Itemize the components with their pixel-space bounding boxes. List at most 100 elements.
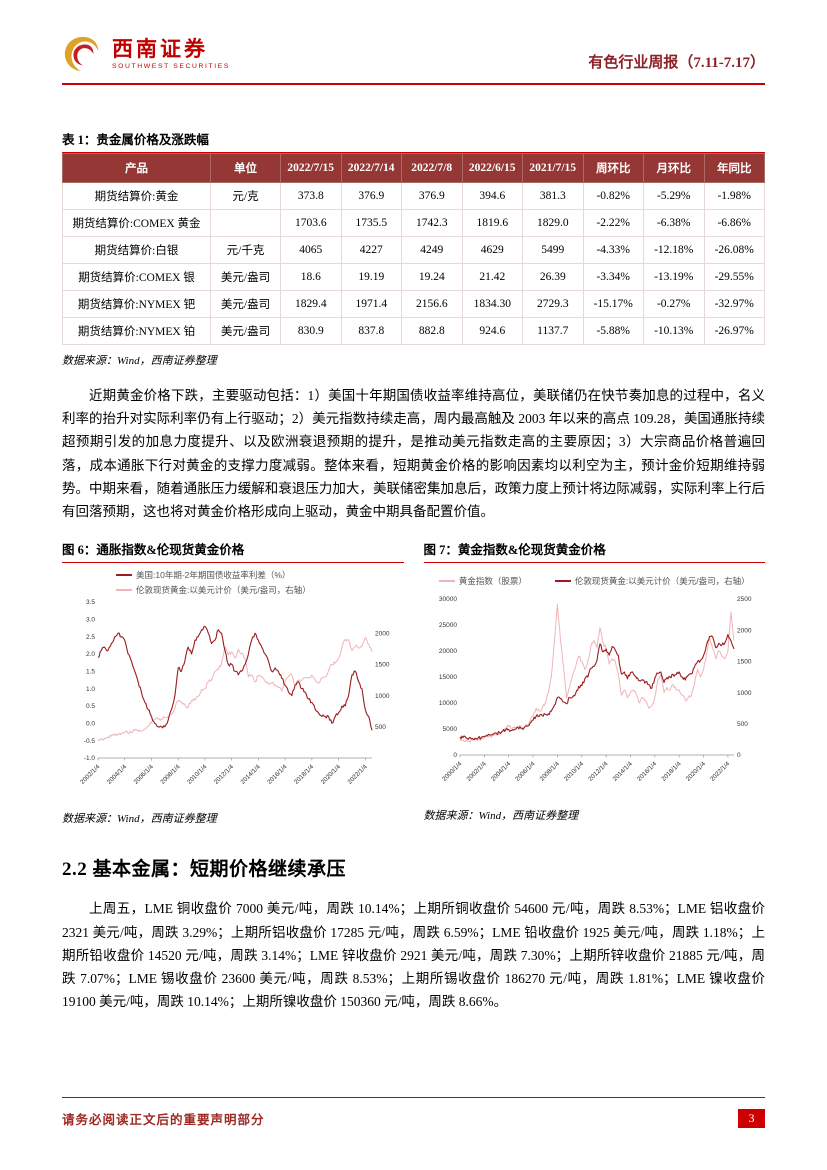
table-cell <box>210 209 281 237</box>
legend-label: 美国:10年期-2年期国债收益率利差（%） <box>136 570 291 581</box>
table-header-row: 产品 单位 2022/7/15 2022/7/14 2022/7/8 2022/6/15 2… <box>62 153 765 183</box>
table-cell: 4065 <box>280 236 342 264</box>
figure-6-source: 数据来源：Wind，西南证券整理 <box>62 813 217 826</box>
logo-name-cn: 西南证券 <box>112 37 208 62</box>
legend-item: 伦敦现货黄金:以美元计价（美元/盎司，右轴） <box>116 584 404 596</box>
table-source: 数据来源：Wind，西南证券整理 <box>62 355 217 367</box>
table-cell: 4227 <box>340 236 402 264</box>
table-cell: 美元/盎司 <box>210 317 281 345</box>
table-cell: -10.13% <box>643 317 705 345</box>
legend-line-swatch <box>438 580 455 583</box>
right-axis-tick-label: 1500 <box>737 659 752 666</box>
x-axis-tick-label: 2020/1/4 <box>320 763 343 786</box>
right-axis-tick-label: 2000 <box>375 631 390 638</box>
left-axis-tick-label: 3.5 <box>86 600 95 607</box>
page-header: 西南证券 SOUTHWEST SECURITIES 有色行业周报（7.11-7.… <box>62 34 765 83</box>
table-cell: 1834.30 <box>461 290 523 318</box>
table-row: 期货结算价:COMEX 银美元/盎司 18.6 19.19 19.24 21.42 26.… <box>62 263 765 291</box>
x-axis-tick-label: 2022/1/4 <box>709 760 732 783</box>
table-cell: 26.39 <box>522 263 584 291</box>
right-axis-tick-label: 1000 <box>737 690 752 697</box>
x-axis-tick-label: 2010/1/4 <box>562 760 585 783</box>
right-axis-tick-label: 500 <box>375 724 386 731</box>
column-header: 周环比 <box>582 153 644 183</box>
x-axis-tick-label: 2002/1/4 <box>79 763 102 786</box>
x-axis-tick-label: 2012/1/4 <box>213 763 236 786</box>
x-axis-tick-label: 2006/1/4 <box>514 760 537 783</box>
column-header: 月环比 <box>643 153 705 183</box>
column-header: 年同比 <box>703 153 765 183</box>
table-cell: 美元/盎司 <box>210 263 281 291</box>
figures-row: 图 6：通胀指数&伦现货黄金价格 美国:10年期-2年期国债收益率利差（%） 伦敦… <box>62 539 765 826</box>
legend-item: 美国:10年期-2年期国债收益率利差（%） <box>116 569 404 581</box>
x-axis-tick-label: 2010/1/4 <box>186 763 209 786</box>
table-cell: 元/克 <box>210 182 281 210</box>
x-axis-tick-label: 2008/1/4 <box>159 763 182 786</box>
legend-line-swatch <box>116 589 132 592</box>
right-axis-tick-label: 1000 <box>375 693 390 700</box>
logo-text: 西南证券 SOUTHWEST SECURITIES <box>112 38 230 69</box>
table-cell: -32.97% <box>703 290 765 318</box>
table-cell: 19.24 <box>401 263 463 291</box>
table-cell: 1819.6 <box>461 209 523 237</box>
x-axis-tick-label: 2016/1/4 <box>635 760 658 783</box>
table-cell: 元/千克 <box>210 236 281 264</box>
left-axis-tick-label: 0 <box>453 753 457 760</box>
table-cell: -12.18% <box>643 236 705 264</box>
table-cell: 18.6 <box>280 263 342 291</box>
left-axis-tick-label: 25000 <box>438 623 456 630</box>
left-axis-tick-label: 15000 <box>438 675 456 682</box>
table-cell: 19.19 <box>340 263 402 291</box>
header-rule <box>62 83 765 85</box>
column-header: 2022/7/14 <box>340 153 402 183</box>
table-cell: -29.55% <box>703 263 765 291</box>
table-cell: 394.6 <box>461 182 523 210</box>
left-axis-tick-label: 2.0 <box>86 652 95 659</box>
right-axis-tick-label: 2000 <box>737 628 752 635</box>
logo-name-en: SOUTHWEST SECURITIES <box>112 62 230 70</box>
base-metals-paragraph: 上周五，LME 铜收盘价 7000 美元/吨，周跌 10.14%；上期所铜收盘价… <box>62 901 766 1010</box>
right-axis-tick-label: 500 <box>737 721 748 728</box>
series-line <box>459 634 735 741</box>
right-axis-tick-label: 1500 <box>375 662 390 669</box>
x-axis-tick-label: 2000/1/4 <box>441 760 464 783</box>
table-cell: 882.8 <box>401 317 463 345</box>
table-cell: 924.6 <box>461 317 523 345</box>
table-row: 期货结算价:白银 元/千克 4065 4227 4249 4629 5499 -4.33% -1… <box>62 236 765 264</box>
column-header: 2021/7/15 <box>522 153 584 183</box>
right-axis-tick-label: 2500 <box>737 597 752 604</box>
legend-item: 黄金指数（股票） <box>438 575 527 587</box>
table-cell: 1971.4 <box>340 290 402 318</box>
figure-6-legend: 美国:10年期-2年期国债收益率利差（%） 伦敦现货黄金:以美元计价（美元/盎司，… <box>62 569 404 596</box>
x-axis-tick-label: 2004/1/4 <box>106 763 129 786</box>
left-axis-tick-label: -1.0 <box>84 756 96 763</box>
legend-label: 伦敦现货黄金:以美元计价（美元/盎司，右轴） <box>136 585 311 596</box>
table-row: 期货结算价:COMEX 黄金 1703.6 1735.5 1742.3 1819.6 18… <box>62 209 765 237</box>
left-axis-tick-label: 1.5 <box>86 669 95 676</box>
footer-disclaimer: 请务必阅读正文后的重要声明部分 <box>62 1113 265 1127</box>
table-cell: 376.9 <box>401 182 463 210</box>
column-header: 2022/6/15 <box>461 153 523 183</box>
table-cell: -0.27% <box>643 290 705 318</box>
table-cell: 1735.5 <box>340 209 402 237</box>
column-header: 2022/7/8 <box>401 153 463 183</box>
table-cell: -0.82% <box>582 182 644 210</box>
left-axis-tick-label: 5000 <box>442 727 457 734</box>
page-footer: 请务必阅读正文后的重要声明部分 3 <box>62 1097 765 1128</box>
figure-7-caption: 图 7：黄金指数&伦现货黄金价格 <box>423 539 765 564</box>
table-cell: -15.17% <box>582 290 644 318</box>
table-cell: 期货结算价:COMEX 银 <box>62 263 211 291</box>
left-axis-tick-label: 3.0 <box>86 617 95 624</box>
figure-7-source: 数据来源：Wind，西南证券整理 <box>423 810 579 823</box>
table-cell: 2729.3 <box>522 290 584 318</box>
table-body: 期货结算价:黄金 元/克 373.8 376.9 376.9 394.6 381.3 -0.8… <box>62 182 765 345</box>
table-cell: 期货结算价:NYMEX 铂 <box>62 317 211 345</box>
table-cell: -5.29% <box>643 182 705 210</box>
x-axis-tick-label: 2006/1/4 <box>133 763 156 786</box>
table-cell: 5499 <box>522 236 584 264</box>
report-title: 有色行业周报（7.11-7.17） <box>588 55 765 71</box>
figure-7-legend: 黄金指数（股票） 伦敦现货黄金:以美元计价（美元/盎司，右轴） <box>424 569 766 593</box>
legend-label: 黄金指数（股票） <box>458 576 527 587</box>
right-axis-tick-label: 0 <box>737 753 741 760</box>
x-axis-tick-label: 2004/1/4 <box>489 760 512 783</box>
